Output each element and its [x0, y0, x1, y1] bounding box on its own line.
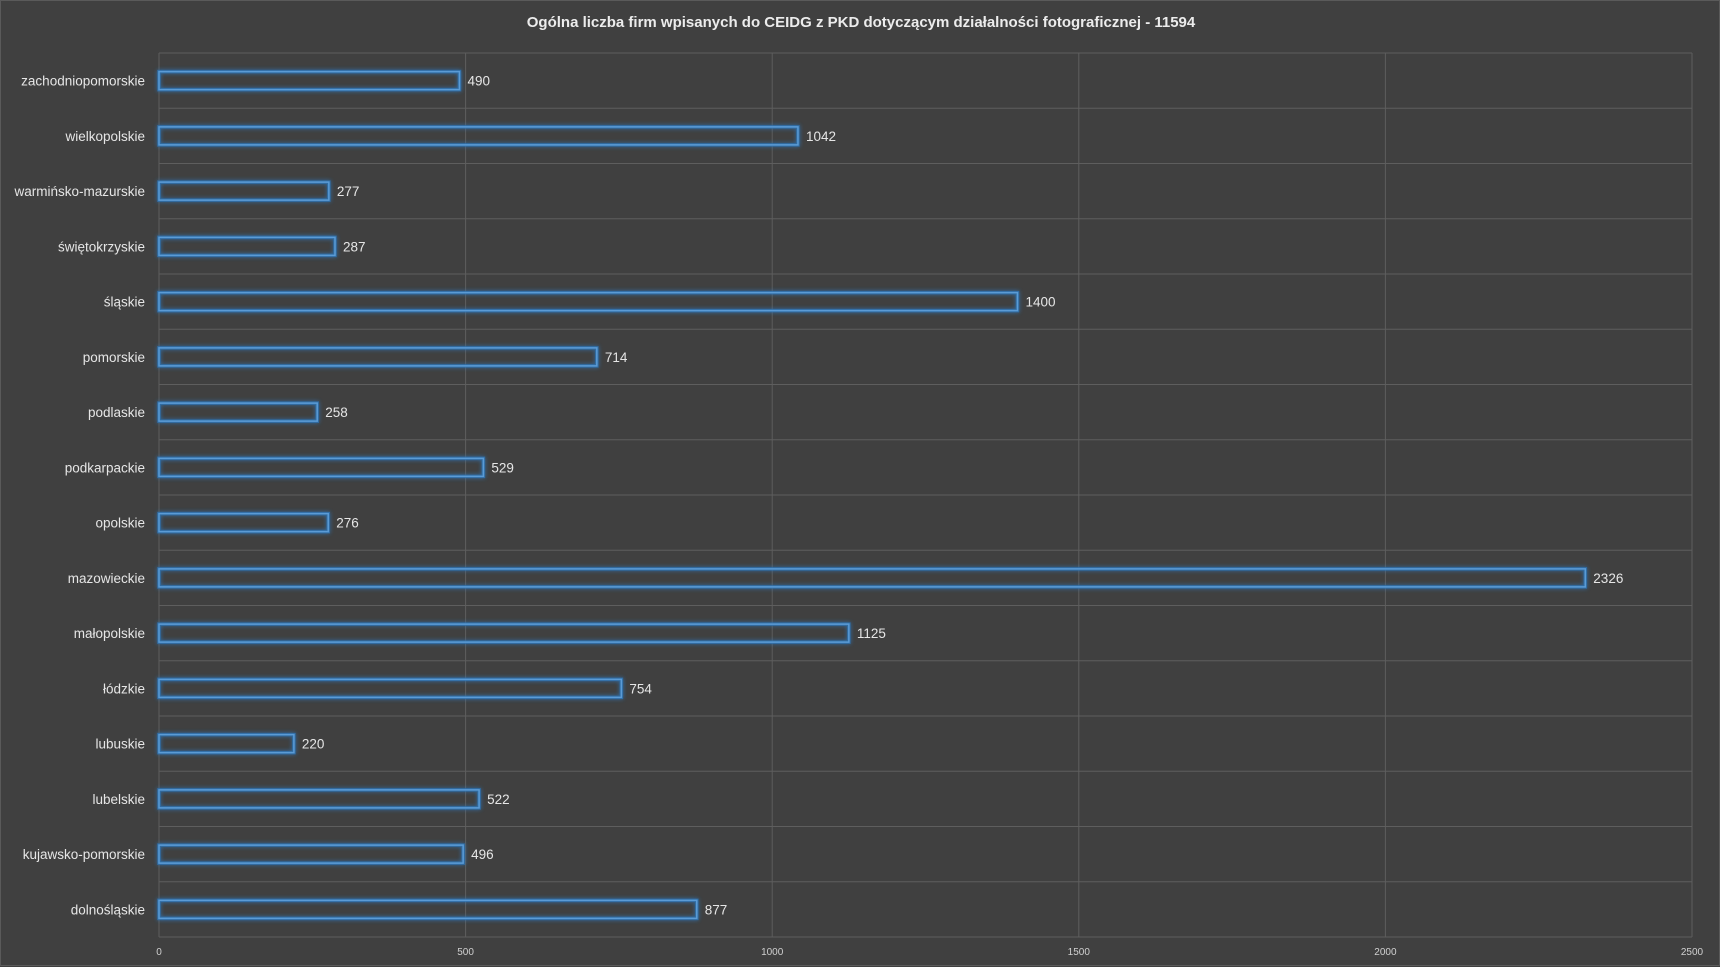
bar: [158, 568, 1587, 588]
bar-glow: [157, 125, 800, 147]
bar-glow: [157, 567, 1588, 589]
category-label: śląskie: [104, 295, 145, 310]
bar-glow: [157, 180, 331, 202]
category-label: podkarpackie: [65, 460, 145, 475]
bar: [158, 291, 1019, 312]
x-tick-label: 0: [156, 947, 162, 958]
category-label: zachodniopomorskie: [21, 74, 145, 89]
gridlines: [158, 52, 1693, 938]
bar-glow: [157, 69, 462, 92]
bar: [158, 402, 318, 422]
bar-glow: [157, 235, 337, 258]
data-label: 276: [336, 516, 359, 531]
bar: [158, 457, 485, 478]
bars: [157, 69, 1588, 921]
labels: 0 500 1000 1500 2000 2500 zachodniopomorskie 49…: [13, 74, 1703, 958]
data-label: 2326: [1593, 571, 1623, 586]
bar: [158, 678, 623, 699]
data-label: 1042: [806, 129, 836, 144]
data-label: 877: [705, 902, 728, 917]
category-label: opolskie: [95, 516, 145, 531]
data-label: 287: [343, 239, 366, 254]
x-tick-label: 2000: [1374, 947, 1397, 958]
bar: [158, 126, 799, 146]
x-tick-label: 1000: [761, 947, 784, 958]
category-label: kujawsko-pomorskie: [23, 847, 145, 862]
bar-glow: [157, 732, 296, 755]
x-tick-label: 500: [457, 947, 474, 958]
bar: [158, 236, 336, 257]
bar: [158, 733, 295, 754]
bar-glow: [157, 290, 1020, 313]
data-label: 496: [471, 847, 494, 862]
category-label: dolnośląskie: [71, 902, 145, 917]
category-label: podlaskie: [88, 405, 145, 420]
x-tick-label: 2500: [1681, 947, 1704, 958]
bar: [158, 623, 850, 643]
bar-glow: [157, 622, 851, 644]
data-label: 754: [629, 681, 652, 696]
category-label: mazowieckie: [68, 571, 145, 586]
bar: [158, 181, 330, 201]
data-label: 522: [487, 792, 510, 807]
data-label: 258: [325, 405, 348, 420]
data-label: 220: [302, 737, 325, 752]
data-label: 1400: [1025, 295, 1055, 310]
bar: [158, 512, 329, 533]
bar-glow: [157, 401, 319, 423]
bar-glow: [157, 843, 465, 865]
bar: [158, 789, 480, 809]
category-label: małopolskie: [74, 626, 145, 641]
bar-glow: [157, 788, 481, 810]
bar: [158, 70, 461, 91]
category-label: lubuskie: [95, 737, 145, 752]
data-label: 1125: [857, 626, 886, 641]
category-label: lubelskie: [92, 792, 145, 807]
chart-title: Ogólna liczba firm wpisanych do CEIDG z …: [526, 14, 1196, 31]
bar: [158, 347, 598, 367]
data-label: 529: [491, 460, 514, 475]
category-label: łódzkie: [103, 681, 145, 696]
data-label: 490: [467, 74, 490, 89]
category-label: wielkopolskie: [64, 129, 145, 144]
bar-glow: [157, 677, 624, 700]
data-label: 277: [337, 184, 360, 199]
bar-glow: [157, 456, 486, 479]
bar-glow: [157, 898, 699, 921]
data-label: 714: [605, 350, 628, 365]
bar: [158, 899, 698, 920]
bar: [158, 844, 464, 864]
category-label: świętokrzyskie: [58, 239, 145, 254]
category-label: warmińsko-mazurskie: [13, 184, 145, 199]
category-label: pomorskie: [83, 350, 145, 365]
x-tick-label: 1500: [1068, 947, 1091, 958]
bar-glow: [157, 511, 330, 534]
bar-glow: [157, 346, 599, 368]
